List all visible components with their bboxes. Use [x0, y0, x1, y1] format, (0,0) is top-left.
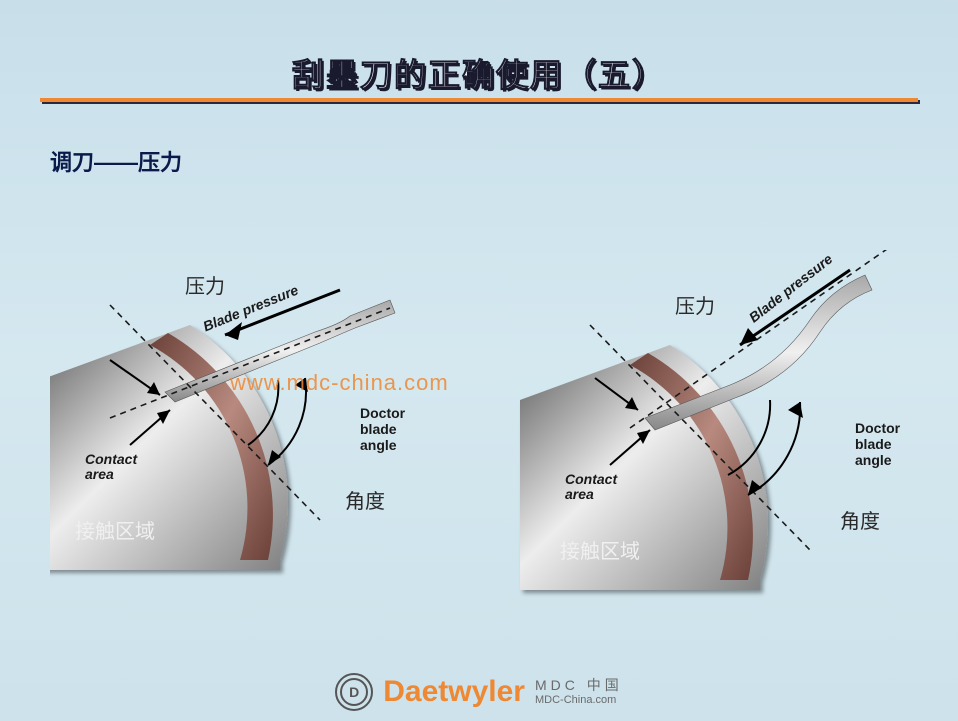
label-contact-en: Contact area — [85, 452, 137, 483]
label-angle-en: Doctor blade angle — [855, 420, 900, 468]
brand-sub-line2: MDC-China.com — [535, 694, 623, 706]
logo-icon: D — [335, 673, 373, 711]
label-pressure-cn: 压力 — [185, 270, 225, 299]
label-angle-cn: 角度 — [840, 505, 880, 534]
title-underline — [40, 98, 918, 102]
label-contact-en: Contact area — [565, 472, 617, 503]
label-angle-cn: 角度 — [345, 485, 385, 514]
logo-letter: D — [349, 684, 359, 700]
footer: D Daetwyler MDC 中国 MDC-China.com — [0, 673, 958, 711]
subtitle: 调刀——压力 — [50, 145, 182, 177]
watermark-text: www.mdc-china.com — [230, 370, 449, 396]
page-title: 刮墨刀的正确使用（五） — [0, 50, 958, 96]
brand-sub: MDC 中国 MDC-China.com — [535, 678, 623, 705]
label-contact-cn: 接触区域 — [560, 535, 640, 564]
label-angle-en: Doctor blade angle — [360, 405, 405, 453]
brand-sub-line1: MDC 中国 — [535, 678, 623, 693]
diagram-area: 压力 Blade pressure Doctor blade angle 角度 … — [50, 230, 908, 610]
diagram-left: 压力 Blade pressure Doctor blade angle 角度 … — [50, 230, 470, 590]
diagram-right: 压力 Blade pressure Doctor blade angle 角度 … — [510, 250, 930, 610]
label-pressure-cn: 压力 — [675, 290, 715, 319]
brand-name: Daetwyler — [383, 675, 525, 709]
label-contact-cn: 接触区域 — [75, 515, 155, 544]
